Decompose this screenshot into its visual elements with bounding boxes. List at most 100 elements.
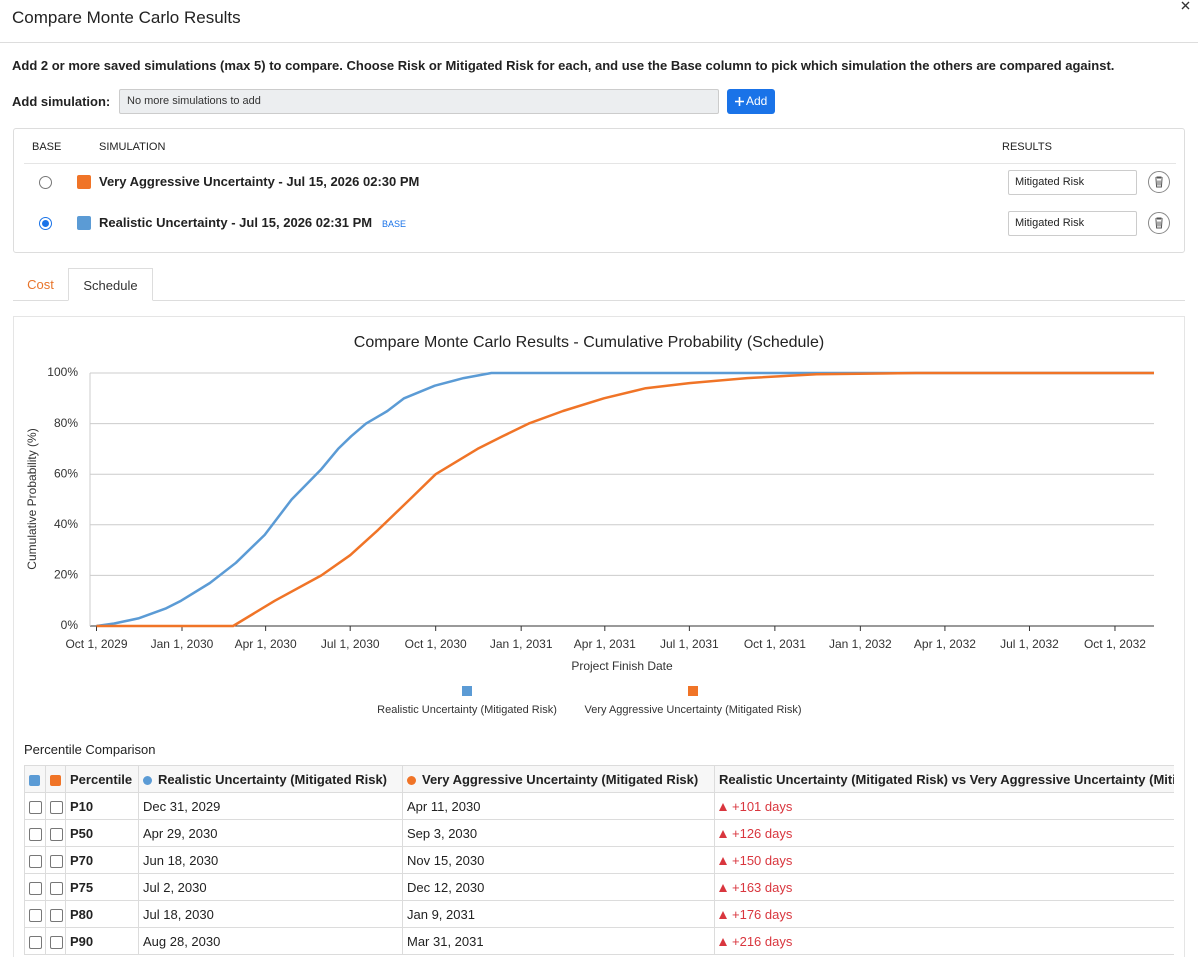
series-dot [143, 775, 152, 785]
select-cell [24, 900, 46, 928]
checkbox[interactable] [29, 854, 42, 868]
trash-icon [1155, 176, 1163, 188]
y-axis-label: Cumulative Probability (%) [25, 428, 39, 569]
column-header: RESULTS [1002, 141, 1052, 153]
select-cell [45, 900, 66, 928]
cell-text: P90 [70, 933, 94, 949]
x-tick-label: Oct 1, 2031 [744, 637, 806, 651]
description: Add 2 or more saved simulations (max 5) … [12, 58, 1115, 73]
tab[interactable]: Schedule [68, 268, 153, 301]
select-cell [24, 819, 46, 847]
cell: P90 [65, 927, 139, 955]
table-row: P50 Apr 29, 2030 Sep 3, 2030 +126 days [24, 819, 1174, 847]
checkbox[interactable] [50, 827, 63, 841]
add-button-label: Add [746, 94, 768, 108]
cell: +163 days [714, 873, 1174, 901]
legend-label: Very Aggressive Uncertainty (Mitigated R… [584, 704, 801, 716]
simulation-input[interactable]: No more simulations to add [119, 89, 719, 114]
cell: +126 days [714, 819, 1174, 847]
select-cell [24, 927, 46, 955]
checkbox[interactable] [29, 935, 42, 949]
checkbox[interactable] [50, 908, 63, 922]
simulation-name: Realistic Uncertainty - Jul 15, 2026 02:… [99, 215, 373, 230]
table-row: P80 Jul 18, 2030 Jan 9, 2031 +176 days [24, 900, 1174, 928]
chart-title: Compare Monte Carlo Results - Cumulative… [354, 334, 824, 351]
table-row: P10 Dec 31, 2029 Apr 11, 2030 +101 days [24, 792, 1174, 820]
add-button[interactable]: Add [727, 89, 775, 114]
select-col [24, 765, 46, 793]
simulation-panel: BASE SIMULATION RESULTS Very Aggressive Unc… [13, 128, 1185, 253]
column-header: Realistic Uncertainty (Mitigated Risk) v… [714, 765, 1174, 793]
cell: +150 days [714, 846, 1174, 874]
y-tick-label: 0% [61, 618, 79, 632]
x-tick-label: Oct 1, 2032 [1084, 637, 1146, 651]
chart: Compare Monte Carlo Results - Cumulative… [25, 334, 1154, 716]
column-header-text: Percentile [70, 771, 133, 787]
up-triangle [719, 910, 727, 919]
divider [0, 42, 1198, 43]
checkbox[interactable] [29, 881, 42, 895]
checkbox[interactable] [50, 854, 63, 868]
tab[interactable]: Cost [27, 277, 54, 292]
cell: Dec 31, 2029 [138, 792, 403, 820]
x-tick-label: Apr 1, 2030 [235, 637, 297, 651]
cell: P50 [65, 819, 139, 847]
select-cell [45, 792, 66, 820]
checkbox[interactable] [29, 827, 42, 841]
cell-text: Jan 9, 2031 [407, 906, 475, 922]
column-header-text: Realistic Uncertainty (Mitigated Risk) v… [719, 771, 1174, 787]
results-select[interactable]: Mitigated Risk [1008, 211, 1137, 236]
up-triangle [719, 883, 727, 892]
cell: P75 [65, 873, 139, 901]
cell-text: +216 days [732, 933, 793, 949]
x-tick-label: Jul 1, 2030 [321, 637, 380, 651]
y-tick-label: 20% [54, 568, 78, 582]
up-triangle [719, 937, 727, 946]
series-line [96, 371, 1154, 628]
radio[interactable] [39, 176, 52, 189]
y-tick-label: 80% [54, 416, 78, 430]
cell-text: P70 [70, 852, 94, 868]
cell-text: +126 days [732, 825, 793, 841]
cell: Jun 18, 2030 [138, 846, 403, 874]
cell: Apr 11, 2030 [402, 792, 715, 820]
cell-text: Mar 31, 2031 [407, 933, 484, 949]
select-col [45, 765, 66, 793]
up-triangle [719, 829, 727, 838]
results-select[interactable]: Mitigated Risk [1008, 170, 1137, 195]
color-swatch [77, 175, 91, 189]
checkbox[interactable] [50, 800, 63, 814]
delete-button[interactable] [1148, 171, 1170, 193]
x-axis-label: Project Finish Date [571, 659, 673, 673]
column-header: Realistic Uncertainty (Mitigated Risk) [138, 765, 403, 793]
series-dot [407, 775, 416, 785]
checkbox[interactable] [50, 935, 63, 949]
x-tick-label: Jan 1, 2030 [151, 637, 214, 651]
select-cell [45, 846, 66, 874]
select-cell [45, 819, 66, 847]
cell-text: P10 [70, 798, 94, 814]
y-tick-label: 40% [54, 517, 78, 531]
up-triangle [719, 856, 727, 865]
cell: Jul 2, 2030 [138, 873, 403, 901]
cell-text: Apr 29, 2030 [143, 825, 218, 841]
checkbox[interactable] [29, 774, 40, 786]
cell: +216 days [714, 927, 1174, 955]
checkbox[interactable] [50, 774, 61, 786]
select-cell [24, 873, 46, 901]
dialog-title: Compare Monte Carlo Results [12, 8, 241, 27]
close-button[interactable] [1181, 1, 1191, 11]
delete-button[interactable] [1148, 212, 1170, 234]
checkbox[interactable] [50, 881, 63, 895]
radio[interactable] [39, 217, 52, 230]
column-header: Very Aggressive Uncertainty (Mitigated R… [402, 765, 715, 793]
checkbox[interactable] [29, 908, 42, 922]
cell-text: +150 days [732, 852, 793, 868]
color-swatch [77, 216, 91, 230]
cell-text: Apr 11, 2030 [407, 798, 481, 814]
cell-text: P50 [70, 825, 94, 841]
checkbox[interactable] [29, 800, 42, 814]
table-row: P75 Jul 2, 2030 Dec 12, 2030 +163 days [24, 873, 1174, 901]
cell: P10 [65, 792, 139, 820]
